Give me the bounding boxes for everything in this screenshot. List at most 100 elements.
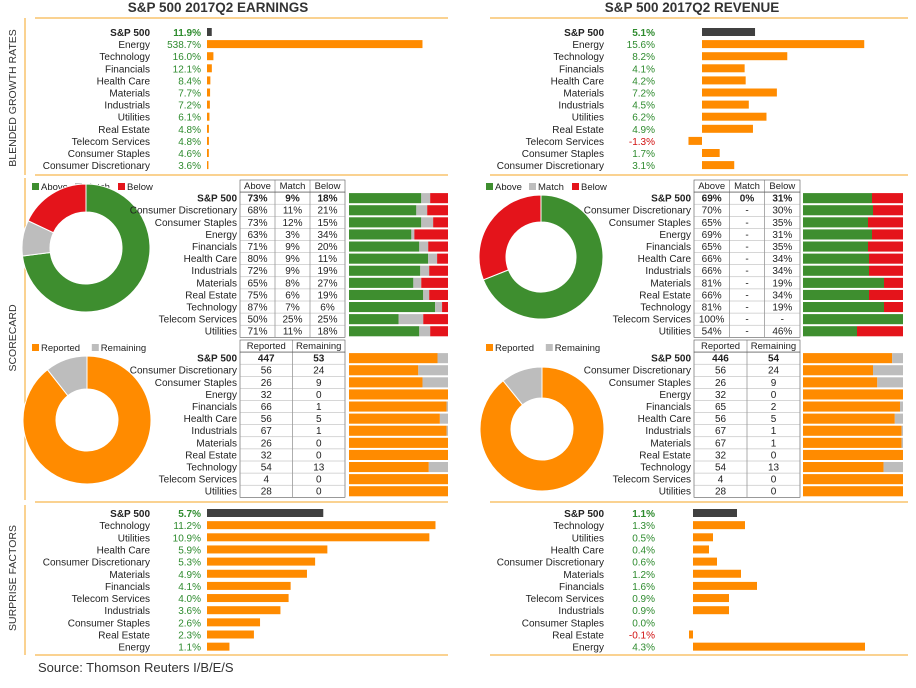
table-cell: 65 [715,402,727,413]
stacked-bar-segment [349,277,414,288]
row-label: Industrials [191,266,237,277]
table-cell: 50% [247,315,267,326]
value-label: 6.1% [178,113,201,124]
table-cell: 25% [282,315,302,326]
table-cell: 446 [712,354,729,365]
stacked-bar-segment [423,314,448,325]
table-cell: 1 [316,402,322,413]
row-label: Technology [186,463,237,474]
table-cell: 13 [313,463,325,474]
table-cell: - [745,242,748,253]
category-label: Materials [109,570,150,581]
value-label: 2.6% [178,618,201,629]
table-cell: 56 [261,414,273,425]
stacked-bar-segment [422,377,448,388]
row-label: Utilities [205,487,237,498]
donut-slice [21,183,151,313]
source-note: Source: Thomson Reuters I/B/E/S [38,660,234,675]
stacked-bar-segment [901,437,903,448]
table-cell: 0% [740,194,755,205]
table-cell: 66% [702,290,722,301]
stacked-bar-segment [803,365,873,376]
earnings-header: S&P 500 2017Q2 EARNINGS [128,0,309,15]
table-cell: 2 [771,402,777,413]
stacked-bar-segment [869,289,903,300]
row-label: Financials [192,402,237,413]
table-cell: 67 [261,426,273,437]
row-label: Health Care [184,414,238,425]
bar [702,88,777,97]
table-cell: 18% [317,327,337,338]
table-cell: 66% [702,266,722,277]
category-label: Consumer Staples [68,618,150,629]
category-label: Materials [109,89,150,100]
table-cell: 11% [283,327,302,338]
table-cell: 13 [768,463,780,474]
stacked-bar-segment [433,217,448,228]
row-label: S&P 500 [197,194,237,205]
stacked-bar-segment [349,302,436,313]
stacked-bar-segment [803,389,903,400]
bar [207,533,430,542]
category-label: Consumer Discretionary [43,558,150,569]
table-cell: 66% [702,254,722,265]
table-cell: 24 [768,366,780,377]
value-label: 4.3% [632,643,655,654]
legend-label: Remaining [555,343,600,354]
stacked-bar-segment [398,314,424,325]
stacked-bar-segment [803,277,884,288]
stacked-bar-segment [803,314,903,325]
value-label: 11.9% [173,28,201,39]
column-header: Match [734,181,760,192]
stacked-bar-segment [349,229,412,240]
stacked-bar-segment [421,217,434,228]
bar [702,40,865,49]
value-label: 4.6% [178,149,201,160]
category-label: Materials [563,89,604,100]
stacked-bar-segment [428,241,448,252]
table-cell: 81% [702,278,722,289]
table-cell: 26 [261,438,273,449]
row-label: Real Estate [639,290,691,301]
category-label: Real Estate [552,631,604,642]
stacked-bar-segment [803,413,895,424]
column-header: Above [244,181,271,192]
bar [693,581,757,590]
stacked-bar-segment [414,229,448,240]
table-cell: - [745,303,748,314]
stacked-bar-segment [435,302,443,313]
stacked-bar-segment [411,229,415,240]
stacked-bar-segment [803,377,878,388]
stacked-bar-segment [892,353,903,364]
row-label: Industrials [191,426,237,437]
category-label: Health Care [551,76,605,87]
row-label: Consumer Discretionary [584,206,691,217]
value-label: 1.1% [178,643,201,654]
table-cell: 53 [313,354,325,365]
bar [207,581,291,590]
table-cell: 34% [317,230,337,241]
table-cell: 1 [771,438,777,449]
category-label: Industrials [104,606,150,617]
column-header: Remaining [296,341,341,352]
table-cell: 56 [261,366,273,377]
value-label: 16.0% [173,52,201,63]
bar [693,606,729,615]
stacked-bar-segment [349,413,440,424]
table-cell: 447 [258,354,275,365]
table-cell: - [745,218,748,229]
stacked-bar-segment [869,253,903,264]
value-label: 4.0% [178,594,201,605]
stacked-bar-segment [349,217,422,228]
stacked-bar-segment [803,401,901,412]
legend-swatch [486,344,493,351]
table-cell: - [745,266,748,277]
table-cell: 9% [285,254,300,265]
bar [693,569,741,578]
value-label: 4.9% [632,125,655,136]
table-cell: 11% [318,254,337,265]
value-label: 8.4% [178,76,201,87]
table-cell: 25% [317,315,337,326]
value-label: 7.7% [178,89,201,100]
row-label: Technology [640,303,691,314]
